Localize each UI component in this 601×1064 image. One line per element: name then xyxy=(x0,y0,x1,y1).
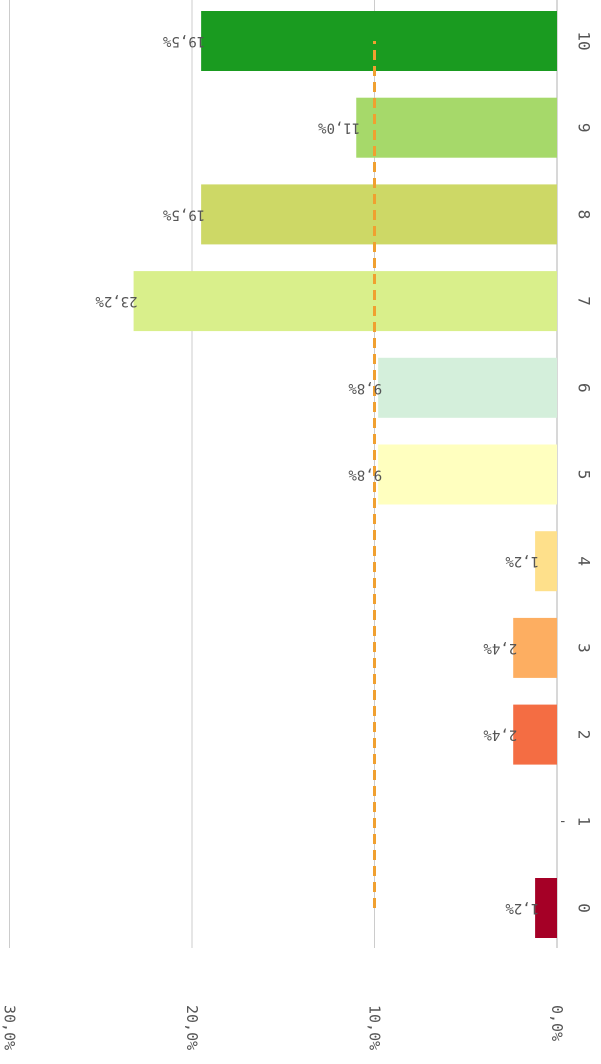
value-tick-label: 20,0% xyxy=(183,1005,201,1050)
bar xyxy=(201,184,557,245)
bar xyxy=(513,617,557,678)
data-label: 11,0% xyxy=(318,120,361,136)
data-label: 1,2% xyxy=(505,553,539,569)
data-label: 9,8% xyxy=(348,467,382,483)
category-tick-label: 6 xyxy=(575,383,594,393)
bar xyxy=(201,11,557,71)
value-tick-label: 10,0% xyxy=(366,1005,384,1050)
bar xyxy=(535,531,557,592)
category-tick-label: 0 xyxy=(575,903,594,913)
data-labels: 1,2% - 2,4% 2,4% 1,2% 9,8% 9,8% 23,2% 19,5% 11,0%… xyxy=(95,33,567,916)
bar xyxy=(378,444,557,505)
data-label: 1,2% xyxy=(505,900,539,916)
bar xyxy=(356,97,557,158)
category-tick-label: 9 xyxy=(575,123,594,133)
data-label: 9,8% xyxy=(348,380,382,396)
value-tick-label: 30,0% xyxy=(1,1005,19,1050)
category-tick-label: 3 xyxy=(575,643,594,653)
bar xyxy=(513,704,557,765)
category-tick-label: 7 xyxy=(575,296,594,306)
category-tick-label: 2 xyxy=(575,730,594,740)
bars xyxy=(133,11,557,938)
category-tick-label: 8 xyxy=(575,210,594,220)
data-label: 2,4% xyxy=(483,640,517,656)
data-label: 23,2% xyxy=(95,293,138,309)
category-tick-label: 5 xyxy=(575,470,594,480)
value-tick-label: 0,0% xyxy=(548,1005,566,1041)
category-tick-label: 4 xyxy=(575,556,594,566)
data-label: 19,5% xyxy=(162,33,205,49)
bar xyxy=(535,878,557,938)
category-tick-label: 10 xyxy=(575,31,594,50)
bar xyxy=(133,271,557,332)
bar xyxy=(378,357,557,418)
data-label: - xyxy=(559,813,567,829)
data-label: 19,5% xyxy=(162,206,205,222)
axis-ticks: 0 1 2 3 4 5 6 7 8 9 10 0,0% 10,0% 20,0% 30,0% xyxy=(1,31,594,1050)
data-label: 2,4% xyxy=(483,727,517,743)
category-tick-label: 1 xyxy=(575,816,594,826)
